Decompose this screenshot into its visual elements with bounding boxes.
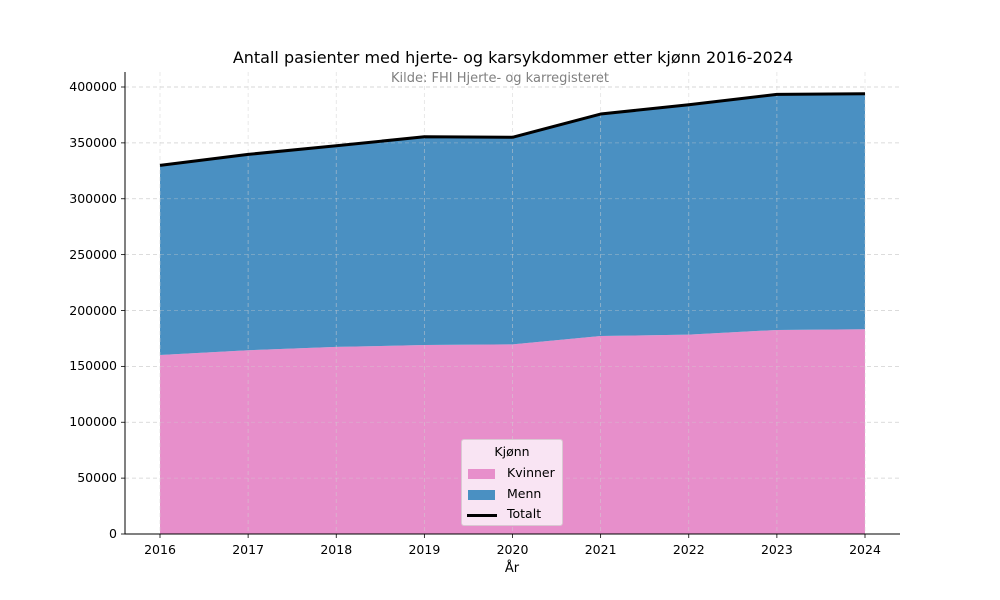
y-tick-label: 0 — [109, 526, 117, 541]
x-tick-label: 2023 — [760, 542, 793, 557]
legend-label-kvinner: Kvinner — [507, 465, 555, 480]
y-tick-label: 350000 — [69, 134, 117, 150]
y-tick-label: 100000 — [69, 414, 117, 430]
legend-swatch-menn — [468, 490, 495, 500]
x-tick-label: 2024 — [849, 542, 881, 557]
legend-label-totalt: Totalt — [507, 506, 542, 521]
x-tick-label: 2019 — [408, 542, 441, 557]
x-tick-label: 2016 — [144, 542, 176, 557]
x-tick-label: 2021 — [584, 542, 617, 557]
x-tick-label: 2017 — [232, 542, 265, 557]
chart-subtitle: Kilde: FHI Hjerte- og karregisteret — [390, 71, 610, 86]
legend-swatch-kvinner — [468, 469, 495, 479]
chart-title: Antall pasienter med hjerte- og karsykdo… — [232, 48, 794, 67]
axes — [121, 72, 900, 538]
x-tick-label: 2022 — [672, 542, 705, 557]
y-tick-label: 300000 — [69, 190, 117, 206]
y-tick-label: 50000 — [77, 470, 117, 486]
y-tick-label: 250000 — [69, 246, 117, 262]
y-tick-label: 400000 — [69, 79, 117, 94]
legend: Kjønn Kvinner Menn Totalt — [461, 439, 563, 526]
legend-label-menn: Menn — [507, 486, 542, 501]
y-tick-label: 150000 — [69, 358, 117, 374]
x-tick-label: 2020 — [496, 542, 529, 557]
x-tick-label: 2018 — [320, 542, 353, 557]
x-axis-label: År — [504, 561, 520, 576]
area-menn — [160, 93, 865, 355]
legend-title: Kjønn — [494, 444, 530, 459]
legend-line-totalt — [467, 514, 497, 517]
y-tick-label: 200000 — [69, 302, 117, 318]
line-totalt — [159, 92, 866, 167]
